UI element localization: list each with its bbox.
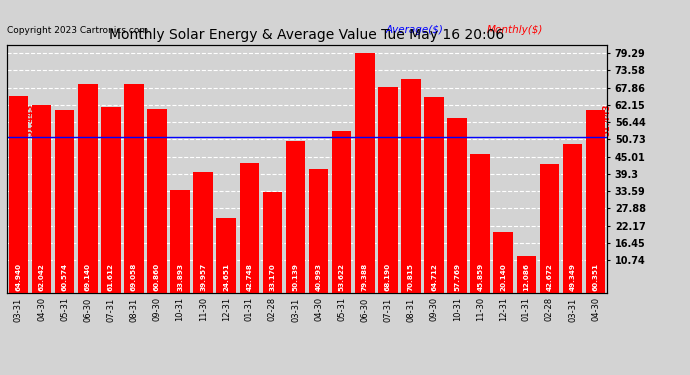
Text: 70.815: 70.815 xyxy=(408,263,414,291)
Text: 69.140: 69.140 xyxy=(85,263,90,291)
Bar xyxy=(217,218,236,292)
Text: 42.748: 42.748 xyxy=(246,263,253,291)
Text: Monthly($): Monthly($) xyxy=(487,25,544,35)
Bar xyxy=(563,144,582,292)
Text: 20.140: 20.140 xyxy=(500,263,506,291)
Text: 61.612: 61.612 xyxy=(108,263,114,291)
Bar xyxy=(263,192,282,292)
Text: 60.574: 60.574 xyxy=(61,263,68,291)
Bar xyxy=(239,164,259,292)
Bar xyxy=(401,79,421,292)
Bar xyxy=(378,87,397,292)
Bar xyxy=(309,169,328,292)
Bar xyxy=(147,109,167,292)
Text: 64.712: 64.712 xyxy=(431,263,437,291)
Text: 39.957: 39.957 xyxy=(200,263,206,291)
Text: 60.351: 60.351 xyxy=(593,263,599,291)
Text: 62.042: 62.042 xyxy=(39,263,45,291)
Text: 49.349: 49.349 xyxy=(569,263,575,291)
Bar xyxy=(332,130,351,292)
Bar xyxy=(55,110,75,292)
Bar xyxy=(493,232,513,292)
Text: 50.139: 50.139 xyxy=(293,263,299,291)
Title: Monthly Solar Energy & Average Value Tue May 16 20:06: Monthly Solar Energy & Average Value Tue… xyxy=(110,28,504,42)
Text: Copyright 2023 Cartronics.com: Copyright 2023 Cartronics.com xyxy=(7,26,148,35)
Bar xyxy=(286,141,305,292)
Text: 33.170: 33.170 xyxy=(269,263,275,291)
Text: 45.859: 45.859 xyxy=(477,263,483,291)
Bar xyxy=(101,106,121,292)
Text: 60.860: 60.860 xyxy=(154,263,160,291)
Text: 51.443: 51.443 xyxy=(26,103,34,136)
Bar xyxy=(517,256,536,292)
Bar xyxy=(471,154,490,292)
Text: 40.993: 40.993 xyxy=(315,263,322,291)
Text: 69.058: 69.058 xyxy=(131,263,137,291)
Bar xyxy=(540,164,560,292)
Text: 24.651: 24.651 xyxy=(224,263,229,291)
Text: 57.769: 57.769 xyxy=(454,263,460,291)
Bar xyxy=(447,118,467,292)
Text: 64.940: 64.940 xyxy=(15,263,21,291)
Bar xyxy=(32,105,51,292)
Text: 53.622: 53.622 xyxy=(339,263,345,291)
Bar xyxy=(355,53,375,292)
Bar xyxy=(586,110,605,292)
Bar xyxy=(193,172,213,292)
Bar xyxy=(170,190,190,292)
Text: 42.672: 42.672 xyxy=(546,263,553,291)
Text: Average($): Average($) xyxy=(385,25,443,35)
Text: 33.893: 33.893 xyxy=(177,263,183,291)
Text: 12.086: 12.086 xyxy=(524,263,529,291)
Bar xyxy=(424,97,444,292)
Text: 51.443: 51.443 xyxy=(602,103,611,136)
Bar xyxy=(78,84,97,292)
Text: 68.190: 68.190 xyxy=(385,263,391,291)
Bar xyxy=(124,84,144,292)
Bar xyxy=(9,96,28,292)
Text: 79.388: 79.388 xyxy=(362,263,368,291)
